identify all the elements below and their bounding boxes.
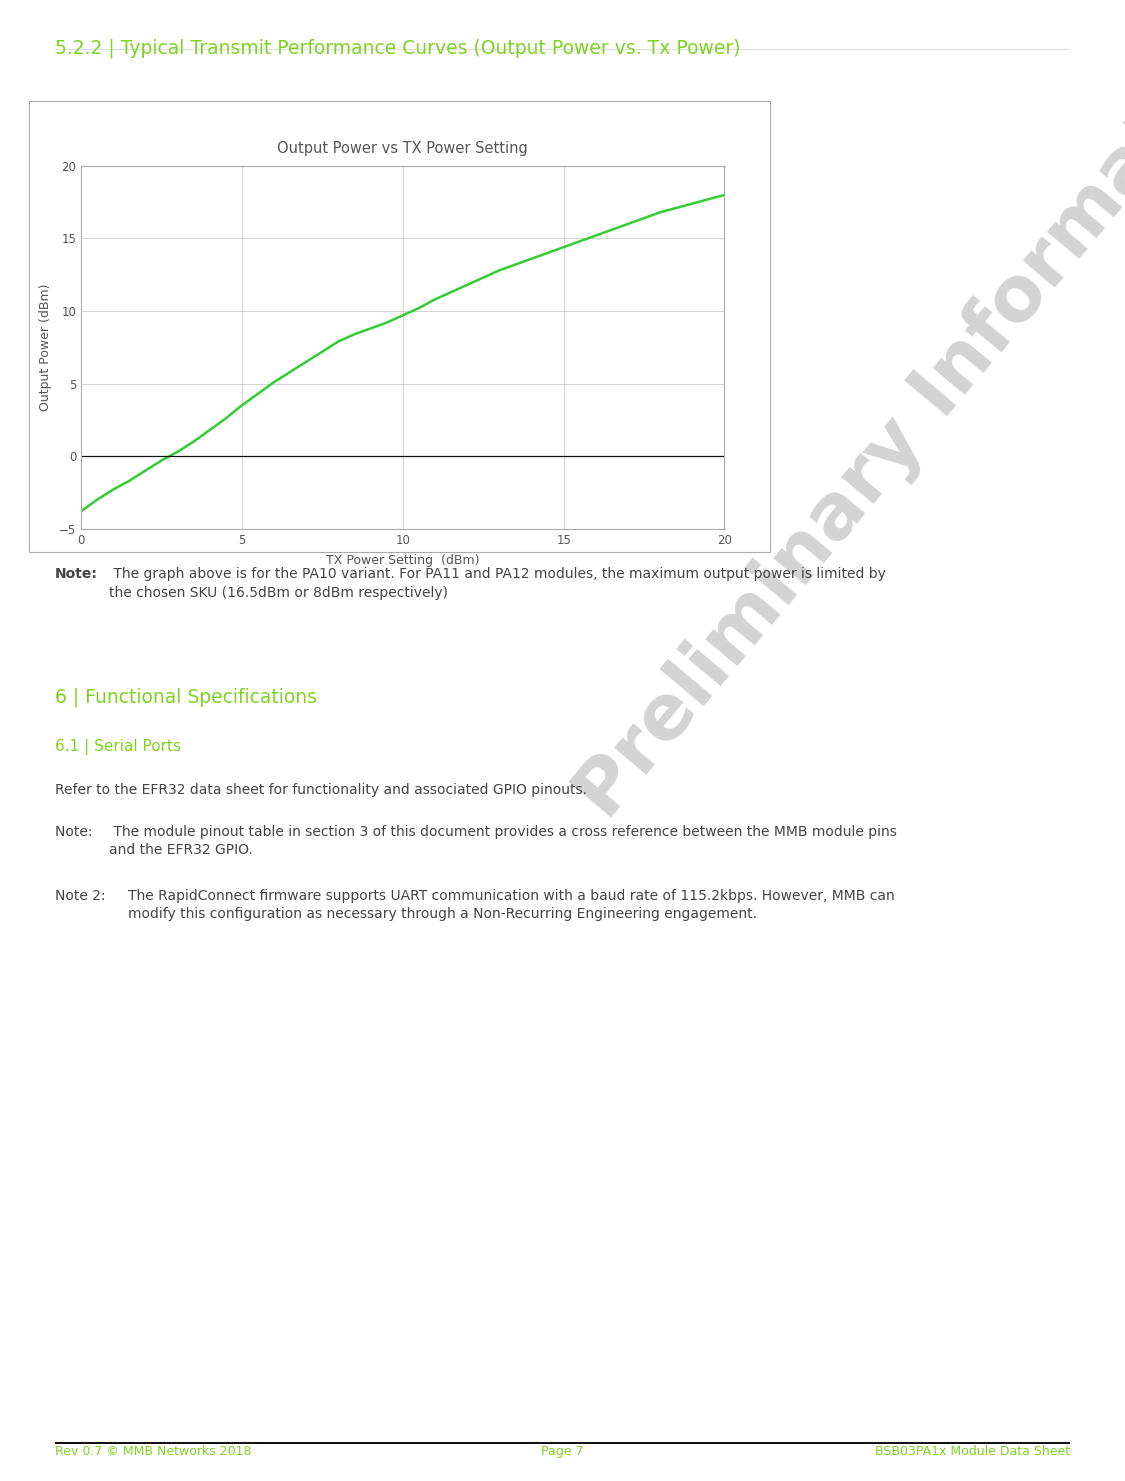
Y-axis label: Output Power (dBm): Output Power (dBm) [39,283,52,412]
X-axis label: TX Power Setting  (dBm): TX Power Setting (dBm) [326,554,479,567]
Text: Note:: Note: [55,567,98,581]
Title: Output Power vs TX Power Setting: Output Power vs TX Power Setting [278,141,528,157]
Text: 5.2.2 | Typical Transmit Performance Curves (Output Power vs. Tx Power): 5.2.2 | Typical Transmit Performance Cur… [55,39,740,58]
Text: Page 7: Page 7 [541,1445,584,1457]
Text: 6.1 | Serial Ports: 6.1 | Serial Ports [55,739,181,755]
Text: Preliminary Information: Preliminary Information [562,0,1125,834]
Text: The RapidConnect ﬁrmware supports UART communication with a baud rate of 115.2kb: The RapidConnect ﬁrmware supports UART c… [128,889,896,921]
Text: BSB03PA1x Module Data Sheet: BSB03PA1x Module Data Sheet [875,1445,1070,1457]
Text: Refer to the EFR32 data sheet for functionality and associated GPIO pinouts.: Refer to the EFR32 data sheet for functi… [55,783,587,797]
Text: The module pinout table in section 3 of this document provides a cross reference: The module pinout table in section 3 of … [109,825,897,857]
Text: The graph above is for the PA10 variant. For PA11 and PA12 modules, the maximum : The graph above is for the PA10 variant.… [109,567,887,600]
Text: Note:: Note: [55,825,97,838]
Text: 6 | Functional Specifications: 6 | Functional Specifications [55,687,317,706]
Text: Note 2:: Note 2: [55,889,110,902]
Text: Rev 0.7 © MMB Networks 2018: Rev 0.7 © MMB Networks 2018 [55,1445,252,1457]
